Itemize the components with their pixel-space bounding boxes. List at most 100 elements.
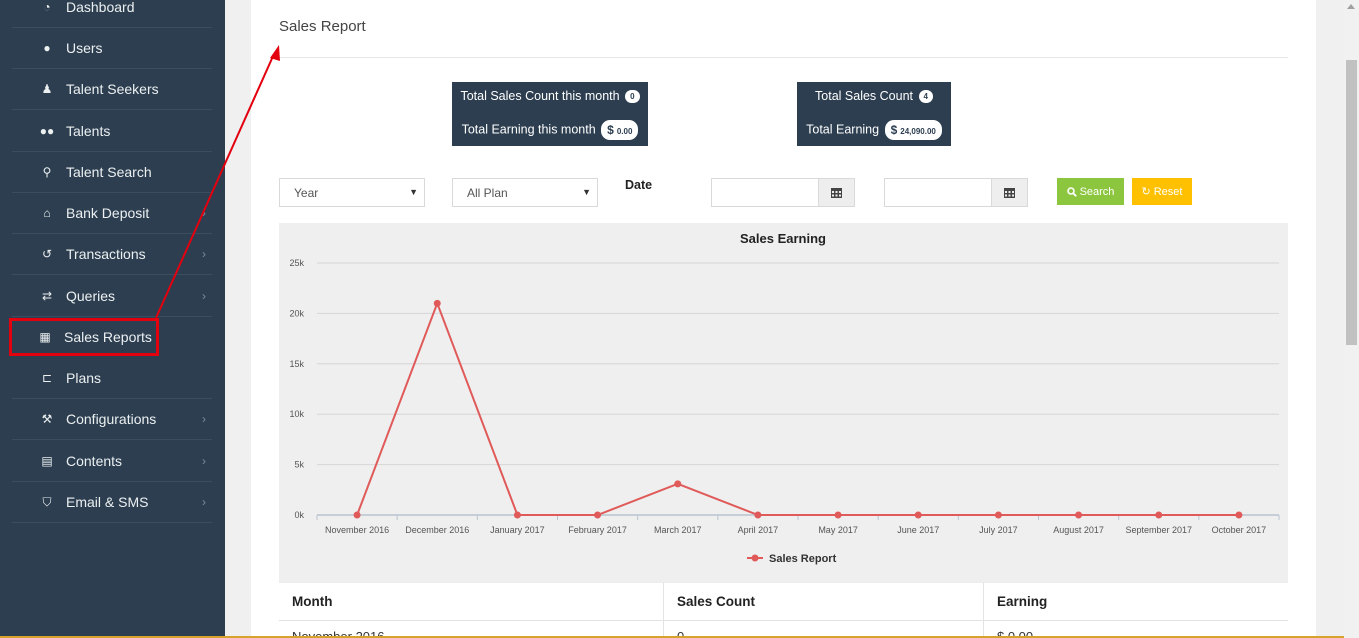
data-point (1235, 511, 1243, 519)
date-from-input[interactable] (711, 178, 819, 207)
sidebar-item-contents[interactable]: ▤ Contents › (12, 441, 212, 482)
sidebar-item-label: Configurations (66, 411, 157, 427)
date-from-calendar-button[interactable] (818, 178, 855, 207)
sidebar-item-label: Email & SMS (66, 494, 149, 510)
title-divider (279, 57, 1288, 58)
table-icon: ▦ (39, 330, 51, 344)
table-cell-month: November 2016 (292, 629, 385, 638)
total-stats-box: Total Sales Count 4 Total Earning $24,09… (797, 82, 951, 146)
sidebar-item-plans[interactable]: ⊏ Plans (12, 358, 212, 399)
year-select[interactable]: Year ▼ (279, 178, 425, 207)
calendar-icon (1004, 188, 1015, 198)
sidebar-item-bank-deposit[interactable]: ⌂ Bank Deposit › (12, 193, 212, 234)
bank-icon: ⌂ (43, 206, 51, 220)
total-earning-badge: $24,090.00 (884, 120, 942, 140)
plan-select[interactable]: All Plan ▼ (452, 178, 598, 207)
data-point (594, 511, 602, 519)
reset-button[interactable]: ↻ Reset (1132, 178, 1192, 205)
shield-icon: ⛉ (42, 494, 52, 509)
total-count-badge: 4 (918, 90, 933, 104)
scroll-up-arrow-icon[interactable] (1347, 4, 1355, 9)
scrollbar-thumb[interactable] (1346, 60, 1357, 345)
chevron-right-icon: › (202, 206, 206, 220)
column-divider (663, 583, 664, 638)
caret-down-icon: ▼ (409, 187, 418, 197)
x-tick-label: October 2017 (1212, 525, 1267, 535)
sales-table: Month Sales Count Earning November 2016 … (279, 582, 1288, 638)
month-earning-label: Total Earning this month (461, 122, 596, 137)
series-line (356, 300, 1239, 516)
search-icon: ⚲ (42, 165, 52, 179)
data-point (1155, 511, 1163, 519)
sidebar-item-talent-search[interactable]: ⚲ Talent Search (12, 152, 212, 193)
sidebar-item-label: Queries (66, 288, 116, 304)
chevron-right-icon: › (202, 247, 206, 261)
month-count-badge: 0 (625, 90, 640, 104)
sidebar-item-dashboard[interactable]: ◔ Dashboard (12, 0, 212, 28)
sidebar-item-transactions[interactable]: ↺ Transactions › (12, 234, 212, 275)
calendar-icon (831, 188, 842, 198)
wrench-icon: ⚒ (41, 412, 53, 426)
y-tick-label: 15k (289, 359, 304, 369)
data-point (914, 511, 922, 519)
x-tick-label: August 2017 (1053, 525, 1104, 535)
total-count-label: Total Sales Count (815, 89, 914, 103)
data-point (433, 299, 441, 307)
sidebar-item-queries[interactable]: ⇄ Queries › (12, 276, 212, 317)
chevron-right-icon: › (202, 454, 206, 468)
column-header-month: Month (279, 583, 663, 621)
plan-select-value: All Plan (467, 185, 508, 200)
y-tick-label: 10k (289, 409, 304, 419)
sidebar-item-label: Sales Reports (64, 329, 152, 345)
total-earning-value: 24,090.00 (900, 127, 936, 136)
data-point (513, 511, 521, 519)
y-tick-label: 25k (289, 258, 304, 268)
column-divider (983, 583, 984, 638)
sales-earning-chart: Sales Earning 0k 5k 10k 15k 20k 25k November 20… (279, 223, 1288, 583)
search-button-label: Search (1079, 185, 1115, 198)
x-tick-label: July 2017 (979, 525, 1018, 535)
x-tick-label: June 2017 (897, 525, 939, 535)
data-point (674, 480, 682, 488)
sidebar-item-label: Talent Search (66, 164, 152, 180)
data-point (353, 511, 361, 519)
x-tick-label: November 2016 (325, 525, 389, 535)
reset-button-label: Reset (1153, 185, 1183, 198)
x-tick-label: January 2017 (490, 525, 545, 535)
sidebar-item-email-sms[interactable]: ⛉ Email & SMS › (12, 482, 212, 523)
sidebar-item-label: Dashboard (66, 0, 135, 15)
sidebar-item-label: Plans (66, 370, 102, 386)
search-button[interactable]: Search (1057, 178, 1124, 205)
date-to-calendar-button[interactable] (991, 178, 1028, 207)
sidebar-item-users[interactable]: ● Users (12, 28, 212, 69)
x-tick-label: February 2017 (568, 525, 627, 535)
data-point (994, 511, 1002, 519)
x-tick-label: March 2017 (654, 525, 702, 535)
column-header-sales-count: Sales Count (664, 583, 983, 621)
sidebar-item-talents[interactable]: ●● Talents (12, 111, 212, 152)
dollar-icon: $ (890, 123, 898, 137)
chevron-right-icon: › (202, 412, 206, 426)
caret-down-icon: ▼ (582, 187, 591, 197)
retweet-icon: ⇄ (41, 289, 53, 303)
page-scrollbar[interactable] (1344, 0, 1359, 638)
chevron-right-icon: › (202, 289, 206, 303)
month-earning-value: 0.00 (616, 127, 633, 136)
table-cell-sales-count: 0 (677, 629, 685, 638)
sidebar-item-label: Talents (66, 123, 111, 139)
sidebar-item-sales-reports[interactable]: ▦ Sales Reports (9, 318, 159, 356)
sidebar-item-talent-seekers[interactable]: ♟ Talent Seekers (12, 69, 212, 110)
user-icon: ● (43, 41, 51, 55)
user-secret-icon: ♟ (41, 82, 53, 96)
data-point (754, 511, 762, 519)
date-label: Date (625, 178, 653, 192)
dashboard-icon: ◔ (43, 0, 51, 14)
date-to-input[interactable] (884, 178, 992, 207)
sidebar-item-label: Contents (66, 453, 123, 469)
x-tick-label: May 2017 (818, 525, 858, 535)
newspaper-icon: ▤ (41, 454, 53, 468)
sidebar-item-label: Transactions (66, 246, 146, 262)
chart-canvas: Sales Earning 0k 5k 10k 15k 20k 25k November 20… (289, 231, 1280, 565)
chart-title: Sales Earning (740, 231, 826, 246)
sidebar-item-configurations[interactable]: ⚒ Configurations › (12, 399, 212, 440)
